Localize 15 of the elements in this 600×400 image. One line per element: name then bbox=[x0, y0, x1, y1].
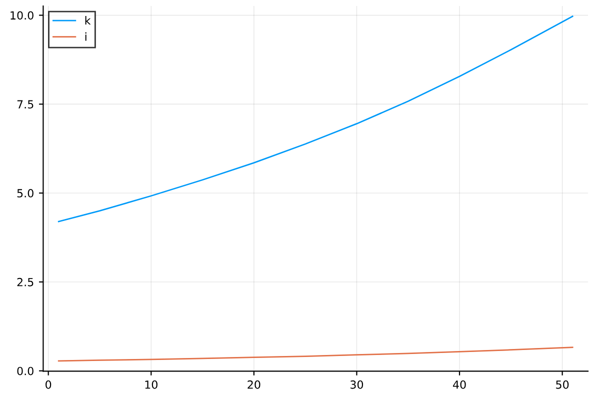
x-tick-label: 30 bbox=[350, 380, 364, 389]
y-tick-label: 0.0 bbox=[17, 366, 34, 376]
legend-label: i bbox=[85, 32, 86, 41]
x-tick-label: 10 bbox=[145, 380, 158, 389]
y-tick-label: 10.0 bbox=[10, 11, 34, 20]
x-tick-label: 0 bbox=[46, 380, 52, 389]
line-series bbox=[58, 346, 574, 362]
y-tick-label: 7.5 bbox=[17, 100, 34, 109]
y-tick-label: 2.5 bbox=[17, 278, 34, 286]
line-series bbox=[58, 16, 574, 222]
x-tick-label: 20 bbox=[248, 380, 260, 389]
legend-label: k bbox=[85, 16, 91, 24]
x-tick-label: 50 bbox=[556, 380, 569, 389]
y-tick-label: 5.0 bbox=[17, 189, 34, 198]
x-tick-label: 40 bbox=[452, 380, 466, 389]
